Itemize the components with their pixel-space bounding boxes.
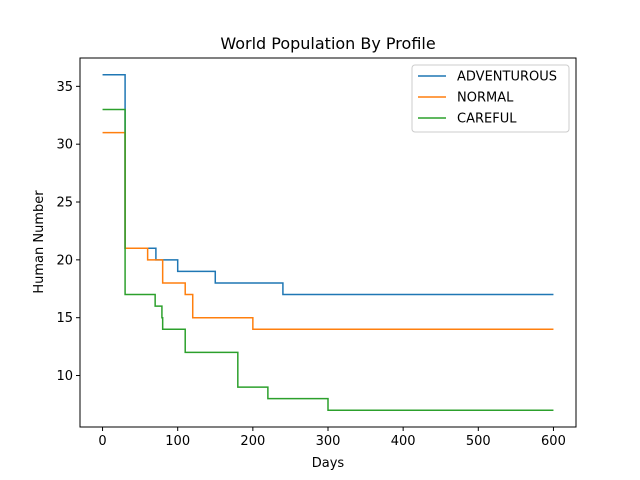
y-tick-label: 20 bbox=[56, 253, 73, 268]
x-tick-label: 400 bbox=[391, 434, 416, 449]
x-axis-label: Days bbox=[312, 456, 345, 471]
x-tick-label: 500 bbox=[466, 434, 491, 449]
x-axis: 0 100 200 300 400 500 600 bbox=[98, 427, 566, 449]
series-line-normal bbox=[102, 131, 554, 331]
y-axis: 10 15 20 25 30 35 bbox=[56, 80, 80, 384]
x-tick-label: 600 bbox=[541, 434, 566, 449]
series-layer bbox=[102, 74, 554, 411]
x-tick-label: 200 bbox=[240, 434, 265, 449]
legend-label-careful: CAREFUL bbox=[457, 112, 517, 127]
y-axis-label: Human Number bbox=[32, 190, 47, 294]
y-tick-label: 15 bbox=[56, 311, 73, 326]
y-tick-label: 25 bbox=[56, 196, 73, 211]
legend-label-normal: NORMAL bbox=[457, 91, 514, 106]
x-tick-label: 100 bbox=[165, 434, 190, 449]
x-tick-label: 0 bbox=[98, 434, 106, 449]
chart-title: World Population By Profile bbox=[220, 34, 435, 53]
series-line-careful bbox=[102, 108, 554, 411]
y-tick-label: 30 bbox=[56, 138, 73, 153]
legend: ADVENTUROUS NORMAL CAREFUL bbox=[411, 64, 570, 133]
legend-label-adventurous: ADVENTUROUS bbox=[457, 70, 557, 85]
x-tick-label: 300 bbox=[316, 434, 341, 449]
y-tick-label: 10 bbox=[56, 369, 73, 384]
legend-box bbox=[411, 64, 570, 133]
y-tick-label: 35 bbox=[56, 80, 73, 95]
